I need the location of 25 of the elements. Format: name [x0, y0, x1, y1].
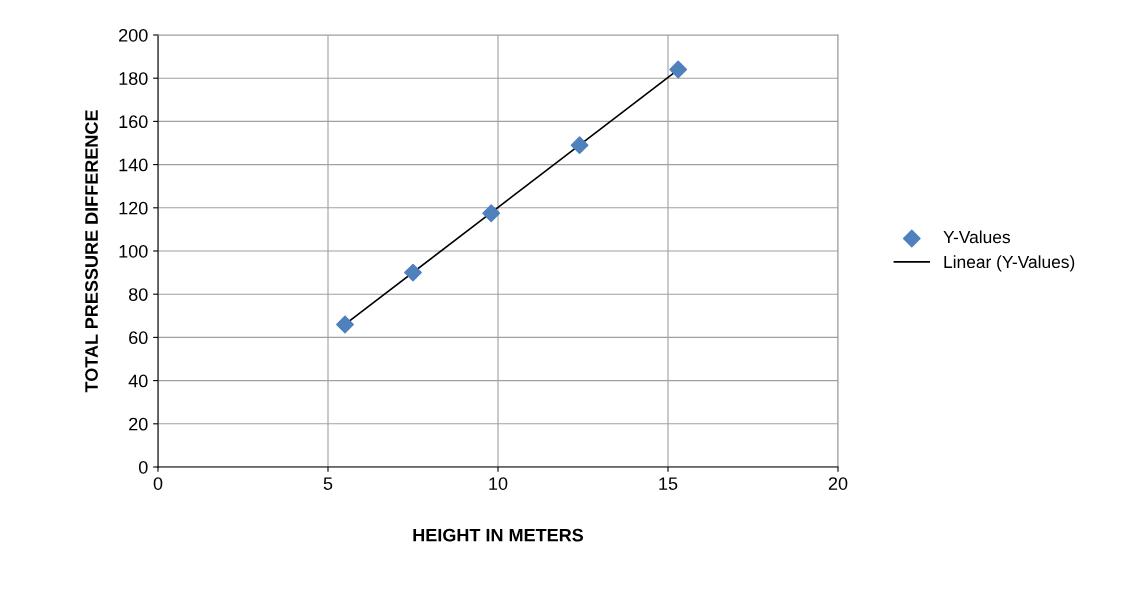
y-tick-label: 180 — [119, 72, 148, 85]
y-tick-label: 120 — [119, 201, 148, 215]
y-tick-label: 140 — [119, 158, 148, 172]
x-tick-label: 20 — [828, 477, 848, 490]
point — [570, 136, 589, 155]
point — [336, 315, 354, 334]
y-tick-label: 80 — [128, 288, 148, 301]
y-tick-label: 200 — [119, 28, 148, 42]
y-tick-label: 60 — [129, 331, 148, 345]
point — [669, 60, 688, 79]
y-tick-label: 160 — [119, 115, 148, 129]
x-tick-label: 15 — [659, 477, 678, 490]
x-axis-title: HEIGHT IN METERS — [413, 528, 584, 542]
point — [482, 204, 501, 223]
x-tick-label: 5 — [323, 477, 333, 490]
point — [404, 263, 422, 282]
legend-label: Linear (Y-Values) — [944, 255, 1075, 272]
y-axis-title: TOTAL PRESSURE DIFFERENCE — [85, 110, 98, 393]
y-tick-label: 20 — [129, 417, 148, 431]
legend-label: Y-Values — [943, 230, 1010, 244]
y-tick-label: 100 — [119, 244, 148, 258]
y-tick-label: 40 — [128, 374, 148, 388]
y-tick-label: 0 — [138, 460, 148, 474]
x-tick-label: 10 — [489, 477, 508, 490]
x-tick-label: 0 — [153, 477, 163, 490]
